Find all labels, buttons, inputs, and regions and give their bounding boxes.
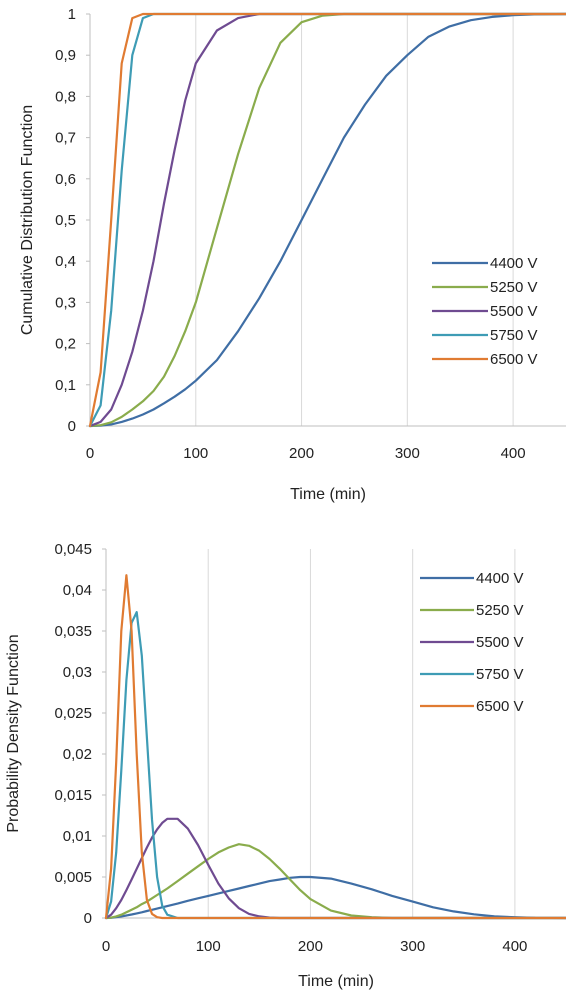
x-tick-label: 100: [183, 445, 208, 462]
y-tick-label: 0,1: [55, 377, 76, 394]
x-tick-label: 300: [400, 938, 425, 955]
x-tick-label: 300: [395, 445, 420, 462]
x-tick-label: 200: [298, 938, 323, 955]
legend-label: 6500 V: [490, 351, 538, 368]
legend-label: 4400 V: [476, 570, 524, 587]
y-tick-label: 0,03: [63, 664, 92, 681]
legend-label: 5250 V: [490, 279, 538, 296]
y-tick-label: 0,8: [55, 88, 76, 105]
legend-label: 5750 V: [490, 327, 538, 344]
legend-label: 6500 V: [476, 698, 524, 715]
series-line-5750v: [104, 610, 566, 920]
y-tick-label: 0: [84, 910, 92, 927]
series-line-5250v: [104, 843, 566, 920]
y-axis-title: Probability Density Function: [5, 634, 22, 832]
x-axis-title: Time (min): [290, 486, 366, 503]
y-tick-label: 0,045: [54, 541, 92, 558]
y-tick-label: 0,02: [63, 746, 92, 763]
y-axis-title: Cumulative Distribution Function: [19, 105, 36, 335]
y-tick-label: 0,005: [54, 869, 92, 886]
legend: 4400 V 5250 V 5500 V 5750 V 6500 V: [432, 255, 538, 368]
y-tick-label: 0,035: [54, 623, 92, 640]
series-line-6500v: [88, 12, 566, 428]
series-line-4400v: [104, 875, 566, 920]
x-tick-label: 0: [86, 445, 94, 462]
legend: 4400 V 5250 V 5500 V 5750 V 6500 V: [420, 570, 524, 715]
series-line-4400v: [88, 12, 566, 428]
y-tick-label: 0,7: [55, 130, 76, 147]
chart-1: 0 100 200 300 400 0 0,1 0,2 0,3 0,4 0,5 0,6 0,7 0,8 0,…: [19, 6, 566, 503]
y-tick-label: 0,01: [63, 828, 92, 845]
x-tick-label: 0: [102, 938, 110, 955]
y-tick-label: 0,5: [55, 212, 76, 229]
legend-label: 5500 V: [476, 634, 524, 651]
y-tick-label: 0,04: [63, 582, 92, 599]
y-tick-label: 0,2: [55, 336, 76, 353]
chart-2: 0 100 200 300 400 0 0,005 0,01 0,015 0,02 0,025 0,0…: [5, 541, 566, 990]
x-tick-label: 100: [196, 938, 221, 955]
y-tick-label: 0,4: [55, 253, 76, 270]
x-axis-title: Time (min): [298, 973, 374, 990]
legend-label: 5750 V: [476, 666, 524, 683]
legend-label: 5250 V: [476, 602, 524, 619]
y-tick-label: 0,015: [54, 787, 92, 804]
y-tick-label: 0,6: [55, 171, 76, 188]
y-tick-label: 0: [68, 418, 76, 435]
x-tick-label: 400: [501, 445, 526, 462]
legend-label: 4400 V: [490, 255, 538, 272]
y-tick-label: 0,3: [55, 294, 76, 311]
y-tick-label: 0,9: [55, 47, 76, 64]
x-tick-label: 400: [502, 938, 527, 955]
legend-label: 5500 V: [490, 303, 538, 320]
series-line-6500v: [104, 574, 566, 920]
y-tick-label: 0,025: [54, 705, 92, 722]
x-tick-label: 200: [289, 445, 314, 462]
y-tick-label: 1: [68, 6, 76, 23]
